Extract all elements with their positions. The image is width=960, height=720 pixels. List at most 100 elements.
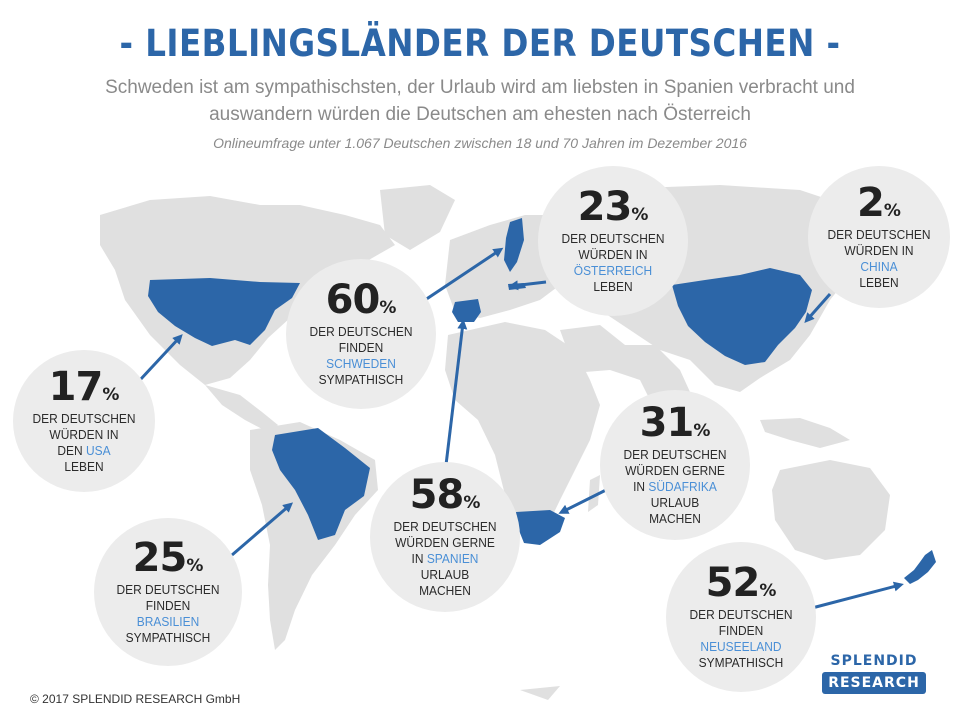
stat-text: DER DEUTSCHEN WÜRDEN IN DEN USA LEBEN: [32, 411, 135, 475]
percent-sign: %: [759, 581, 777, 601]
stat-text-line: DEN USA: [32, 443, 135, 459]
stat-text-line: URLAUB: [650, 495, 700, 510]
arrow-oesterreich: [508, 280, 547, 291]
stat-text: DER DEUTSCHEN WÜRDEN IN ÖSTERREICH LEBEN: [561, 231, 664, 295]
landmass-australia: [772, 460, 890, 560]
country-china: [672, 268, 812, 365]
stat-text-line: LEBEN: [64, 459, 104, 474]
stat-value: 23: [577, 184, 633, 230]
landmass-antarctica-hint: [520, 686, 560, 700]
logo-line-2: RESEARCH: [822, 672, 926, 694]
stat-text-line: DER DEUTSCHEN: [827, 227, 931, 242]
stat-text-line: SYMPATHISCH: [698, 655, 784, 670]
stat-text-fragment: DEN: [57, 443, 86, 458]
percent-sign: %: [693, 421, 711, 441]
country-name: SPANIEN: [426, 551, 479, 566]
stat-text-line: FINDEN: [338, 340, 384, 355]
percent-sign: %: [379, 298, 397, 318]
stat-bubble-neuseeland: 52% DER DEUTSCHEN FINDEN NEUSEELAND SYMP…: [666, 542, 816, 692]
country-name: CHINA: [860, 259, 898, 274]
country-neuseeland: [904, 550, 936, 584]
page-subtitle: Schweden ist am sympathischsten, der Url…: [60, 74, 900, 128]
stat-bubble-oesterreich: 23% DER DEUTSCHEN WÜRDEN IN ÖSTERREICH L…: [538, 166, 688, 316]
stat-value: 17: [48, 364, 104, 410]
stat-text-line: LEBEN: [593, 279, 633, 294]
country-schweden: [504, 218, 524, 272]
stat-text-line: DER DEUTSCHEN: [689, 607, 793, 622]
stat-text-line: SYMPATHISCH: [125, 630, 211, 645]
arrow-china: [804, 293, 832, 323]
stat-bubble-brasilien: 25% DER DEUTSCHEN FINDEN BRASILIEN SYMPA…: [94, 518, 242, 666]
stat-text: DER DEUTSCHEN FINDEN NEUSEELAND SYMPATHI…: [689, 607, 792, 671]
stat-text-fragment: IN: [633, 479, 649, 494]
percent-sign: %: [463, 493, 481, 513]
arrow-brasilien: [231, 502, 294, 557]
highlighted-countries: [148, 218, 936, 584]
country-name: ÖSTERREICH: [573, 263, 653, 278]
splendid-research-logo: SPLENDID RESEARCH: [822, 652, 926, 694]
stat-text-line: SYMPATHISCH: [318, 372, 404, 387]
stat-bubble-schweden: 60% DER DEUTSCHEN FINDEN SCHWEDEN SYMPAT…: [286, 259, 436, 409]
stat-bubble-spanien: 58% DER DEUTSCHEN WÜRDEN GERNE IN SPANIE…: [370, 462, 520, 612]
arrow-suedafrika: [558, 488, 607, 514]
percent-sign: %: [102, 385, 120, 405]
arrows: [138, 247, 904, 610]
stat-text-line: MACHEN: [419, 583, 471, 598]
stat-text: DER DEUTSCHEN WÜRDEN IN CHINA LEBEN: [827, 227, 930, 291]
country-brasilien: [272, 428, 370, 540]
country-usa: [148, 278, 300, 346]
stat-text: DER DEUTSCHEN FINDEN BRASILIEN SYMPATHIS…: [116, 582, 219, 646]
percent-sign: %: [186, 556, 204, 576]
stat-text-line: URLAUB: [420, 567, 470, 582]
stat-text-line: FINDEN: [145, 598, 191, 613]
stat-text: DER DEUTSCHEN WÜRDEN GERNE IN SPANIEN UR…: [393, 519, 496, 599]
survey-note: Onlineumfrage unter 1.067 Deutschen zwis…: [213, 135, 747, 151]
stat-text-line: WÜRDEN IN: [49, 427, 119, 442]
stat-text-line: DER DEUTSCHEN: [116, 582, 220, 597]
stat-value: 52: [705, 560, 761, 606]
stat-bubble-china: 2% DER DEUTSCHEN WÜRDEN IN CHINA LEBEN: [808, 166, 950, 308]
stat-text-line: FINDEN: [718, 623, 764, 638]
percent-sign: %: [631, 205, 649, 225]
country-name: SCHWEDEN: [326, 356, 396, 371]
stat-bubble-usa: 17% DER DEUTSCHEN WÜRDEN IN DEN USA LEBE…: [13, 350, 155, 492]
stat-text-line: DER DEUTSCHEN: [309, 324, 413, 339]
stat-value: 2: [857, 180, 885, 226]
landmass-se-asia-islands: [760, 418, 850, 448]
stat-value: 25: [132, 535, 188, 581]
percent-sign: %: [883, 201, 901, 221]
logo-line-1: SPLENDID: [830, 653, 918, 669]
stat-value: 60: [325, 277, 381, 323]
stat-text-line: DER DEUTSCHEN: [393, 519, 497, 534]
landmass-madagascar: [588, 475, 600, 512]
stat-bubble-suedafrika: 31% DER DEUTSCHEN WÜRDEN GERNE IN SÜDAFR…: [600, 390, 750, 540]
stat-text-line: DER DEUTSCHEN: [623, 447, 727, 462]
stat-value: 31: [639, 400, 695, 446]
copyright-notice: © 2017 SPLENDID RESEARCH GmbH: [30, 692, 241, 706]
subtitle-line-2: auswandern würden die Deutschen am ehest…: [209, 104, 751, 125]
stat-text-line: WÜRDEN GERNE: [395, 535, 495, 550]
stat-text-line: WÜRDEN IN: [578, 247, 648, 262]
country-suedafrika: [516, 510, 565, 545]
stat-text-line: DER DEUTSCHEN: [32, 411, 136, 426]
stat-text-line: DER DEUTSCHEN: [561, 231, 665, 246]
arrow-neuseeland: [811, 581, 904, 610]
landmass-africa: [445, 322, 600, 540]
arrow-usa: [138, 334, 183, 382]
stat-text-line: IN SPANIEN: [393, 551, 496, 567]
stat-text-fragment: IN: [411, 551, 427, 566]
country-name: BRASILIEN: [136, 614, 200, 629]
country-name: SÜDAFRIKA: [648, 479, 717, 494]
stat-text: DER DEUTSCHEN WÜRDEN GERNE IN SÜDAFRIKA …: [623, 447, 726, 527]
country-name: USA: [85, 443, 111, 458]
stat-text: DER DEUTSCHEN FINDEN SCHWEDEN SYMPATHISC…: [309, 324, 412, 388]
stat-text-line: LEBEN: [859, 275, 899, 290]
stat-text-line: WÜRDEN GERNE: [625, 463, 725, 478]
subtitle-line-1: Schweden ist am sympathischsten, der Url…: [105, 77, 855, 98]
landmass-greenland: [380, 185, 455, 250]
stat-value: 58: [409, 472, 465, 518]
stat-text-line: WÜRDEN IN: [844, 243, 914, 258]
country-name: NEUSEELAND: [700, 639, 782, 654]
landmass-central-america: [205, 385, 278, 432]
